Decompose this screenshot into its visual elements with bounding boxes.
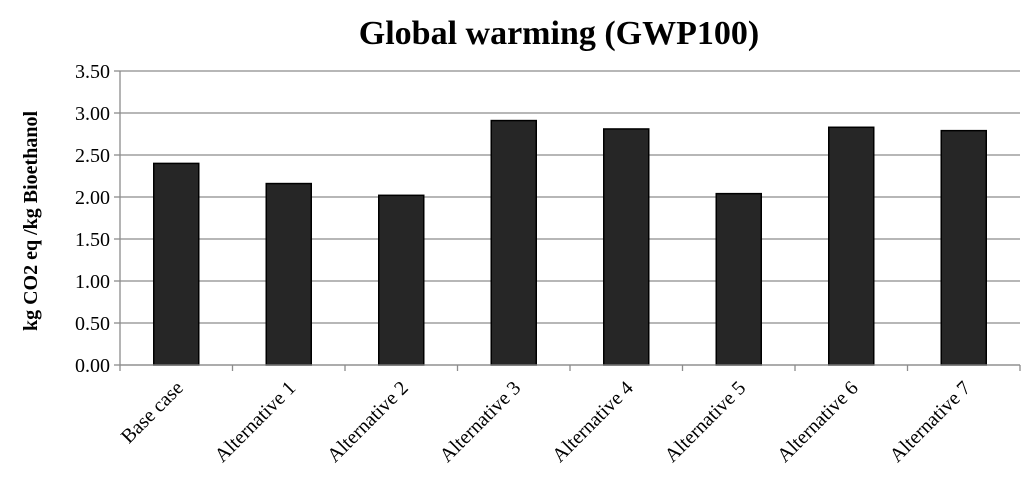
x-tick-label: Base case bbox=[117, 377, 188, 448]
gridlines bbox=[114, 70, 1020, 366]
y-tick-label: 0.50 bbox=[75, 313, 110, 335]
x-tick-label: Alternative 1 bbox=[211, 377, 301, 467]
bars bbox=[153, 119, 987, 366]
bar bbox=[265, 182, 312, 366]
y-tick-label: 2.50 bbox=[75, 145, 110, 167]
x-tick-labels: Base case Alternative 1 Alternative 2 Alter… bbox=[117, 377, 975, 467]
y-tick-label: 3.00 bbox=[75, 103, 110, 125]
y-tick-label: 1.00 bbox=[75, 271, 110, 293]
bar bbox=[715, 192, 762, 366]
bar bbox=[378, 194, 425, 366]
bar bbox=[940, 129, 987, 366]
y-tick-label: 2.00 bbox=[75, 187, 110, 209]
x-tick-label: Alternative 6 bbox=[773, 377, 863, 467]
y-tick-label: 3.50 bbox=[75, 61, 110, 83]
x-tick-label: Alternative 7 bbox=[886, 377, 976, 467]
y-tick-label: 1.50 bbox=[75, 229, 110, 251]
chart-title: Global warming (GWP100) bbox=[359, 15, 759, 52]
x-tick-label: Alternative 2 bbox=[323, 377, 413, 467]
y-axis-label: kg CO2 eq /kg Bioethanol bbox=[20, 111, 42, 331]
bar bbox=[603, 128, 650, 366]
bar bbox=[153, 162, 200, 366]
x-tick-label: Alternative 5 bbox=[661, 377, 751, 467]
y-tick-label: 0.00 bbox=[75, 355, 110, 377]
bar bbox=[490, 119, 537, 366]
axes bbox=[119, 71, 1021, 371]
y-tick-labels: 0.00 0.50 1.00 1.50 2.00 2.50 3.00 3.50 bbox=[75, 61, 110, 377]
x-tick-label: Alternative 3 bbox=[436, 377, 526, 467]
x-tick-label: Alternative 4 bbox=[548, 377, 638, 467]
bar bbox=[828, 126, 875, 366]
